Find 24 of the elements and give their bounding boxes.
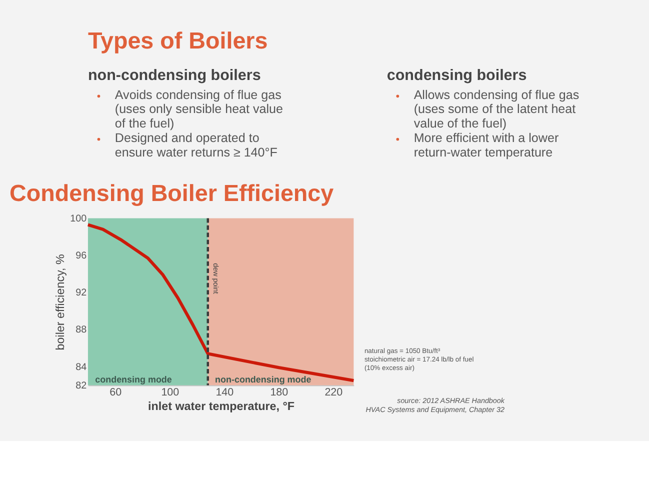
x-tick-label: 220 <box>324 386 343 399</box>
y-tick-label: 82 <box>76 380 87 392</box>
text: Types of Boilers <box>88 28 268 54</box>
y-tick-label: 92 <box>76 288 87 299</box>
band-label: condensing mode <box>95 374 172 385</box>
text: More efficient with a lower return-water temperature <box>414 130 559 160</box>
text: condensing boilers <box>386 67 527 84</box>
y-tick-label: 84 <box>76 362 88 373</box>
x-tick-label: 140 <box>216 386 234 399</box>
chart-title: Condensing Boiler Efficiency <box>10 180 334 206</box>
x-tick-label: 60 <box>110 386 122 399</box>
y-tick-label: 96 <box>76 250 88 262</box>
x-tick-label: 180 <box>270 386 288 399</box>
band-label: non-condensing mode <box>215 374 312 385</box>
text: Designed and operated to ensure water returns ≥ 140°F <box>114 130 278 160</box>
text: Avoids condensing of flue gas (uses only sensible heat value of the fuel) <box>114 88 284 131</box>
text: Allows condensing of flue gas (uses some of the latent heat value of the fuel) <box>414 88 580 131</box>
y-tick-label: 100 <box>70 213 88 224</box>
line-series <box>86 223 356 382</box>
text: non-condensing boilers <box>88 67 261 84</box>
x-tick-label: 100 <box>161 386 180 399</box>
x-axis-title: inlet water temperature, °F <box>148 400 295 413</box>
y-axis-title: boiler efficiency, % <box>54 254 67 350</box>
y-tick-label: 88 <box>76 324 88 336</box>
